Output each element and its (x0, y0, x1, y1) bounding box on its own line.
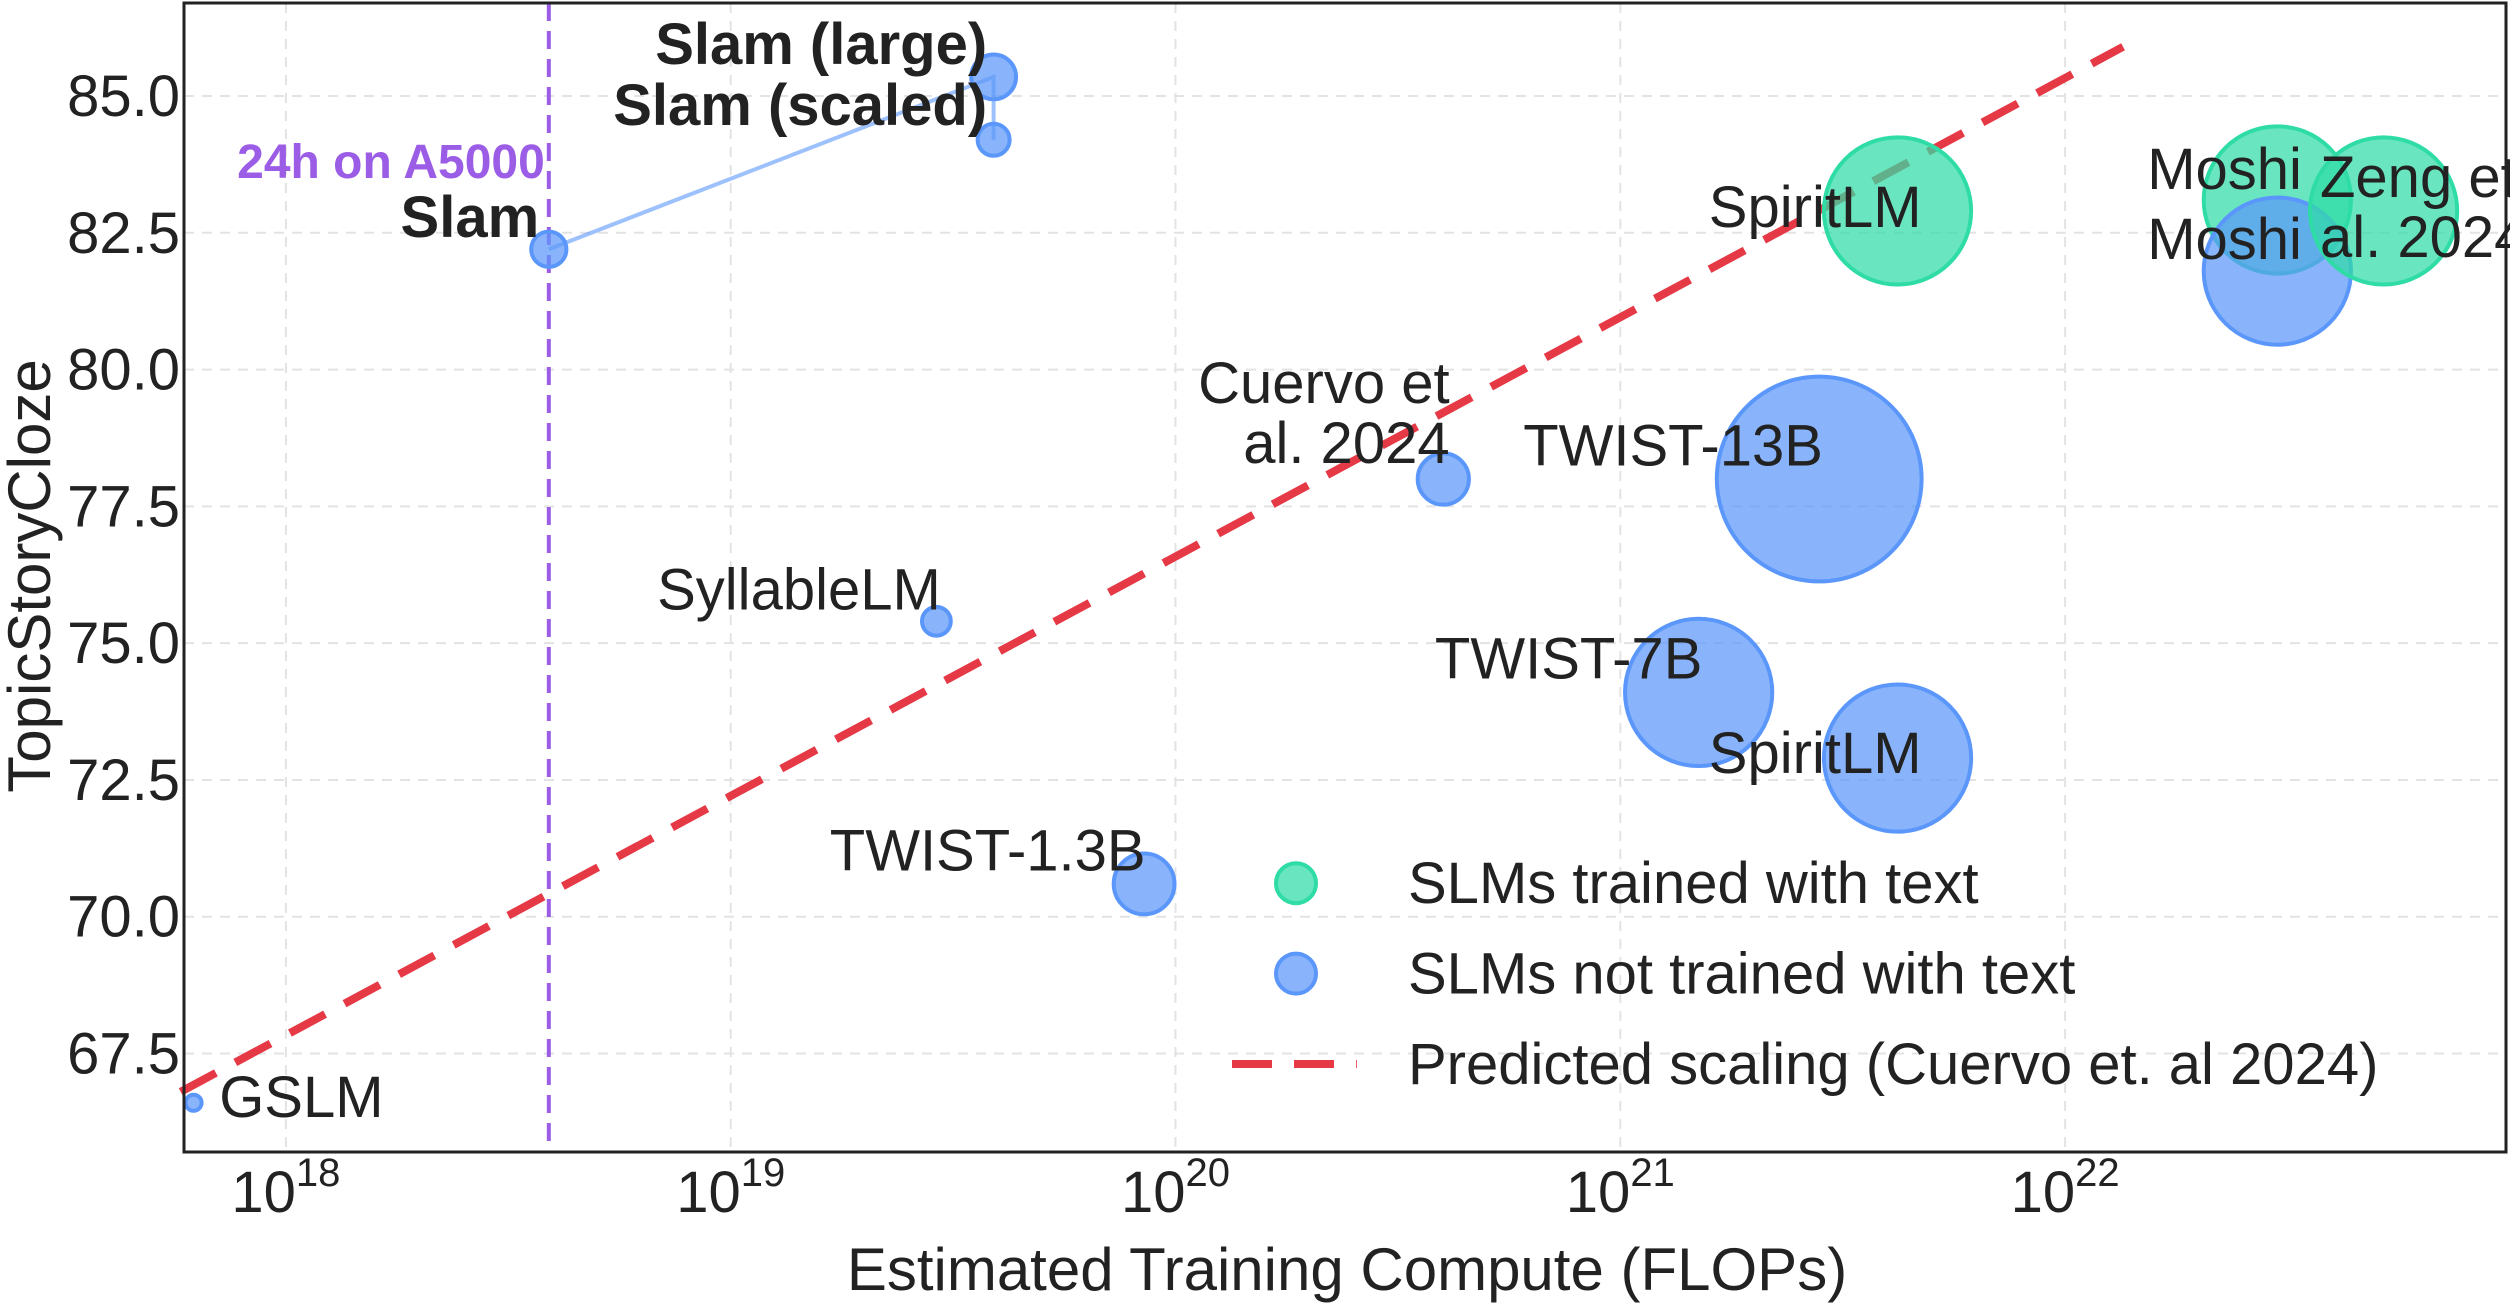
x-tick-label: 1020 (1121, 1151, 1230, 1225)
x-tick-label: 1019 (676, 1151, 785, 1225)
point-label: Zeng et (2320, 145, 2510, 210)
points (183, 52, 2460, 1113)
data-point (919, 604, 953, 638)
point-label: Slam (401, 185, 540, 250)
legend-label: SLMs not trained with text (1408, 942, 2075, 1007)
y-tick-label: 72.5 (67, 748, 180, 813)
point-label: al. 2024 (1243, 411, 1449, 476)
x-tick-label: 1018 (231, 1151, 340, 1225)
point-label: Slam (scaled) (613, 73, 987, 138)
y-axis-label: TopicStoryCloze (0, 359, 63, 793)
data-point (1415, 451, 1471, 507)
data-point (969, 52, 1019, 102)
x-axis-label: Estimated Training Compute (FLOPs) (847, 1236, 1847, 1303)
point-label: SyllableLM (657, 558, 941, 623)
budget-line-label: 24h on A5000 (237, 136, 545, 189)
grid (184, 3, 2506, 1152)
x-tick-label: 1021 (1566, 1151, 1675, 1225)
y-tick-label: 85.0 (67, 64, 180, 129)
point-label: Slam (large) (655, 12, 987, 77)
plot-frame (182, 1, 2508, 1154)
x-tick-label: 1022 (2011, 1151, 2120, 1225)
point-label: al. 2024 (2320, 205, 2510, 270)
point-label: GSLM (219, 1065, 383, 1130)
legend: SLMs trained with text SLMs not trained w… (1232, 851, 2378, 1097)
y-tick-label: 75.0 (67, 611, 180, 676)
data-point (1623, 616, 1775, 769)
y-tick-label: 77.5 (67, 474, 180, 539)
point-label: Moshi (2147, 137, 2302, 202)
point-labels: GSLM Slam Slam (large)Slam (scaled) Syllabl… (219, 12, 2510, 1130)
data-point (1821, 682, 1974, 834)
point-label: SpiritLM (1709, 721, 1922, 786)
point-label: SpiritLM (1709, 175, 1922, 240)
y-tick-label: 80.0 (67, 338, 180, 403)
point-label: Moshi (2147, 207, 2302, 272)
data-point (529, 229, 569, 269)
data-point (183, 1092, 204, 1113)
legend-label: Predicted scaling (Cuervo et. al 2024) (1408, 1032, 2378, 1097)
data-point (1714, 374, 1924, 584)
y-tick-label: 67.5 (67, 1022, 180, 1087)
y-tick-label: 70.0 (67, 885, 180, 950)
point-label: TWIST-7B (1435, 626, 1702, 691)
data-point (1111, 851, 1177, 917)
legend-marker (1274, 861, 1318, 906)
data-point (1821, 135, 1974, 287)
data-point (975, 121, 1012, 158)
point-label: TWIST-13B (1523, 414, 1823, 479)
legend-marker (1274, 951, 1318, 996)
y-tick-label: 82.5 (67, 201, 180, 266)
data-point (2307, 135, 2460, 287)
legend-label: SLMs trained with text (1408, 851, 1979, 916)
point-label: TWIST-1.3B (830, 818, 1146, 883)
point-label: Cuervo et (1198, 351, 1449, 416)
ticks: 1018 1019 1020 1021 1022 67.5 70.0 72.5 75.0 77.5… (67, 64, 2120, 1225)
